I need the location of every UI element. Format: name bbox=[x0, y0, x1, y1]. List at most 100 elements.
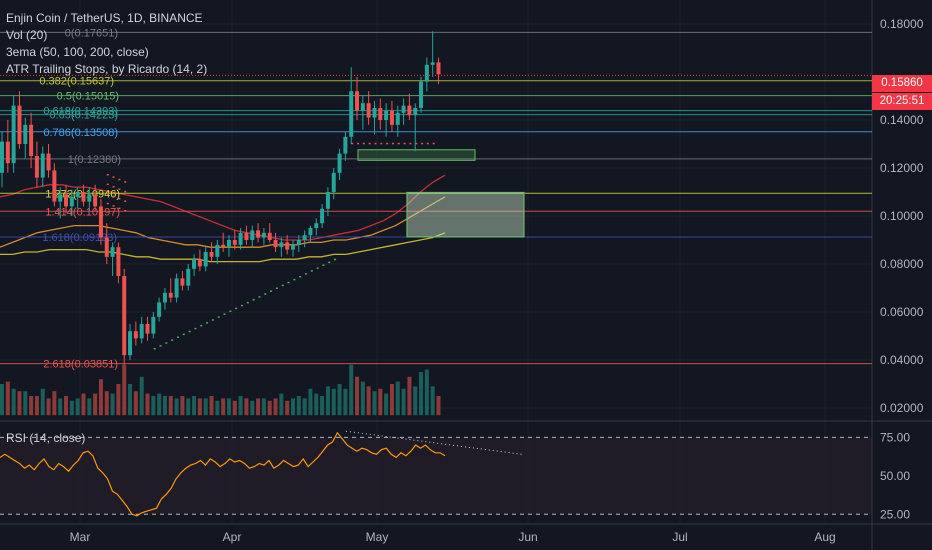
candle-body bbox=[157, 302, 162, 317]
volume-bar bbox=[343, 388, 348, 416]
atr-stop-dot bbox=[182, 333, 185, 336]
atr-stop-dot bbox=[252, 299, 255, 301]
atr-legend[interactable]: ATR Trailing Stops, by Ricardo (14, 2) bbox=[6, 62, 208, 76]
volume-bar bbox=[407, 376, 412, 416]
volume-bar bbox=[308, 388, 313, 416]
volume-bar bbox=[215, 400, 220, 416]
atr-stop-dot bbox=[362, 142, 365, 145]
candle-body bbox=[221, 244, 226, 248]
volume-bar bbox=[180, 396, 185, 416]
volume-bar bbox=[139, 376, 144, 416]
fib-level-label: 0.5(0.15015) bbox=[57, 91, 119, 103]
atr-stop-dot bbox=[206, 322, 209, 324]
candle-body bbox=[401, 105, 406, 113]
candle-body bbox=[197, 259, 202, 267]
rsi-trendline bbox=[345, 430, 523, 455]
volume-bar bbox=[197, 398, 202, 416]
atr-stop-dot bbox=[235, 307, 238, 310]
atr-stop-dot bbox=[322, 264, 325, 266]
volume-bar bbox=[81, 393, 86, 416]
candle-body bbox=[343, 136, 348, 154]
atr-stop-dot bbox=[391, 142, 394, 145]
candle-body bbox=[355, 91, 360, 111]
rsi-tick-label: 25.00 bbox=[880, 507, 910, 521]
candle-body bbox=[232, 240, 237, 245]
symbol-title[interactable]: Enjin Coin / TetherUS, 1D, BINANCE bbox=[6, 11, 203, 25]
volume-bar bbox=[46, 398, 51, 416]
candle-body bbox=[23, 124, 28, 144]
candle-body bbox=[226, 240, 231, 248]
fib-level-label: 1.618(0.09123) bbox=[42, 232, 117, 244]
atr-stop-dot bbox=[299, 276, 302, 278]
atr-stop-dot bbox=[310, 270, 313, 272]
volume-bar bbox=[238, 396, 243, 416]
atr-stop-dot bbox=[171, 339, 174, 341]
volume-bar bbox=[273, 398, 278, 416]
volume-bar bbox=[128, 384, 133, 416]
atr-stop-dot bbox=[380, 142, 383, 145]
candle-body bbox=[360, 103, 365, 111]
candle-body bbox=[116, 247, 121, 276]
volume-bar bbox=[110, 393, 115, 416]
volume-bar bbox=[232, 400, 237, 416]
volume-bar bbox=[151, 396, 156, 416]
candle-body bbox=[320, 208, 325, 224]
price-tick-label: 0.04000 bbox=[880, 353, 924, 367]
price-tick-label: 0.12000 bbox=[880, 161, 924, 175]
candle-body bbox=[349, 91, 354, 137]
atr-stop-dot bbox=[153, 348, 156, 350]
ema-legend[interactable]: 3ema (50, 100, 200, close) bbox=[6, 45, 149, 59]
candle-body bbox=[81, 192, 86, 202]
ema-200-line bbox=[0, 232, 446, 263]
atr-stop-dot bbox=[124, 190, 127, 193]
volume-bar bbox=[209, 396, 214, 416]
candle-body bbox=[58, 194, 63, 202]
candle-body bbox=[104, 237, 109, 257]
volume-legend[interactable]: Vol (20) bbox=[6, 28, 48, 42]
atr-stop-dot bbox=[240, 304, 243, 307]
volume-bar bbox=[203, 398, 208, 416]
fib-level-label: 2.618(0.03851) bbox=[43, 359, 118, 371]
candle-body bbox=[40, 153, 45, 178]
volume-bar bbox=[320, 396, 325, 416]
volume-bar bbox=[122, 364, 127, 416]
volume-bar bbox=[291, 398, 295, 416]
demand-zone-small bbox=[357, 149, 476, 161]
volume-bar bbox=[250, 400, 255, 416]
volume-bar bbox=[34, 396, 39, 416]
candle-body bbox=[407, 105, 412, 116]
atr-stop-dot bbox=[124, 181, 127, 183]
candle-body bbox=[331, 172, 336, 192]
price-tick-label: 0.06000 bbox=[880, 305, 924, 319]
atr-stop-dot bbox=[165, 342, 168, 344]
atr-stop-dot bbox=[229, 310, 232, 313]
volume-bar bbox=[331, 388, 336, 416]
volume-bar bbox=[52, 391, 57, 416]
candle-body bbox=[378, 108, 383, 120]
volume-bar bbox=[436, 396, 441, 416]
volume-bar bbox=[413, 386, 418, 416]
candle-body bbox=[372, 108, 377, 118]
time-axis-label: Apr bbox=[223, 530, 242, 544]
rsi-legend[interactable]: RSI (14, close) bbox=[6, 431, 86, 445]
atr-stop-dot bbox=[112, 195, 115, 198]
candle-body bbox=[296, 240, 301, 245]
candle-body bbox=[162, 292, 167, 303]
candle-body bbox=[291, 244, 295, 250]
candle-body bbox=[192, 259, 197, 269]
atr-stop-dot bbox=[432, 142, 435, 145]
atr-stop-dot bbox=[403, 142, 406, 145]
price-tick-label: 0.14000 bbox=[880, 113, 924, 127]
volume-bar bbox=[221, 398, 226, 416]
atr-stop-dot bbox=[357, 142, 360, 145]
atr-stop-dot bbox=[281, 284, 284, 287]
fib-level-label: 1.414(0.10197) bbox=[45, 206, 120, 218]
time-axis-label: Mar bbox=[70, 530, 91, 544]
fib-level-label: 0.786(0.13508) bbox=[43, 127, 118, 139]
volume-bar bbox=[104, 391, 109, 416]
atr-stop-dot bbox=[421, 142, 424, 145]
volume-bar bbox=[186, 398, 191, 416]
candle-body bbox=[337, 153, 342, 173]
